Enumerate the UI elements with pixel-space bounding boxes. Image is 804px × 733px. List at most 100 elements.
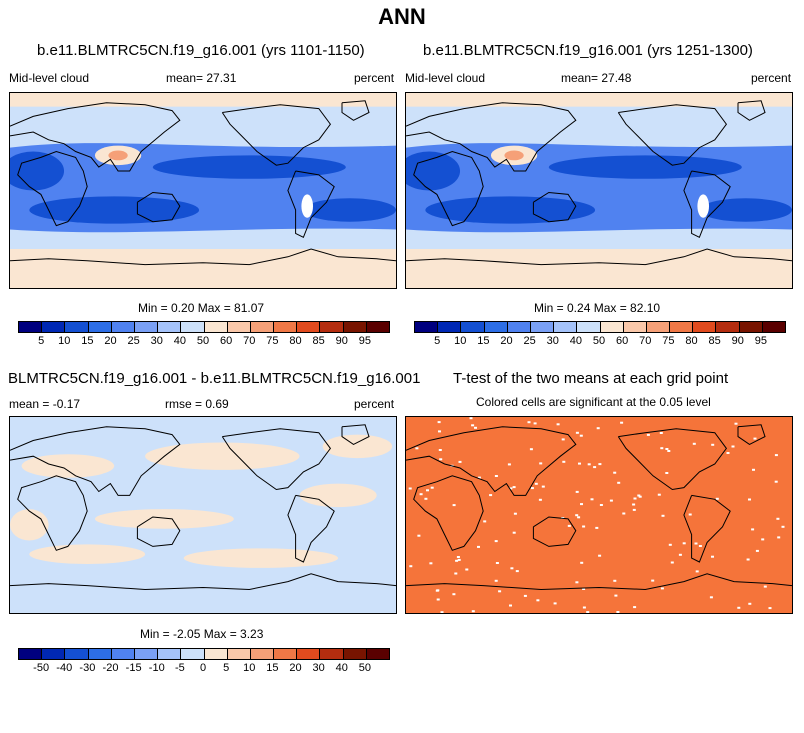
low-cloud-zone xyxy=(425,196,596,224)
panel-3-map xyxy=(9,416,397,614)
colorbar-swatch xyxy=(227,322,251,332)
nonsignificant-cell xyxy=(586,611,590,613)
colorbar-swatch xyxy=(415,322,439,332)
panel-2-colorbar xyxy=(414,321,786,333)
colorbar-swatch xyxy=(297,322,321,332)
positive-anomaly xyxy=(94,509,234,529)
panel-3-title: BLMTRC5CN.f19_g16.001 - b.e11.BLMTRC5CN.… xyxy=(8,370,421,387)
nonsignificant-cell xyxy=(609,499,613,502)
nonsignificant-cell xyxy=(494,579,498,582)
nonsignificant-cell xyxy=(529,448,533,451)
colorbar-tick-label: 90 xyxy=(335,335,348,347)
nonsignificant-cell xyxy=(661,514,665,517)
colorbar-tick-label: 75 xyxy=(266,335,279,347)
coastline xyxy=(10,573,396,591)
low-cloud-zone xyxy=(29,196,200,224)
nonsignificant-cell xyxy=(660,447,664,450)
nonsignificant-cell xyxy=(748,602,752,605)
nonsignificant-cell xyxy=(509,604,512,607)
colorbar-tick-label: 25 xyxy=(523,335,536,347)
nonsignificant-cell xyxy=(668,543,672,546)
coastline xyxy=(683,170,731,238)
page-title: ANN xyxy=(378,4,426,29)
panel-2-map xyxy=(405,92,793,289)
low-cloud-zone xyxy=(152,155,346,179)
nonsignificant-cell xyxy=(536,599,540,602)
polar-band-north xyxy=(10,93,396,107)
positive-anomaly xyxy=(183,548,339,568)
nonsignificant-cell xyxy=(465,568,469,571)
nonsignificant-cell xyxy=(509,487,513,490)
nonsignificant-cell xyxy=(429,562,433,565)
nonsignificant-cell xyxy=(582,588,586,590)
colorbar-swatch xyxy=(670,322,694,332)
coastline xyxy=(737,424,766,445)
nonsignificant-cell xyxy=(678,553,682,556)
colorbar-tick-label: -15 xyxy=(125,662,142,674)
nonsignificant-cell xyxy=(471,610,475,613)
colorbar-swatch xyxy=(134,649,159,659)
coastline xyxy=(406,248,792,266)
nonsignificant-cell xyxy=(633,606,637,609)
nonsignificant-cell xyxy=(469,417,473,420)
polar-band-north xyxy=(406,93,792,107)
coastline xyxy=(136,191,181,223)
nonsignificant-cell xyxy=(580,561,584,564)
colorbar-tick-label: -10 xyxy=(148,662,165,674)
colorbar-tick-label: 95 xyxy=(754,335,767,347)
nonsignificant-cell xyxy=(752,468,755,471)
nonsignificant-cell xyxy=(613,471,617,474)
colorbar-tick-label: -5 xyxy=(174,662,185,674)
panel-1-title: b.e11.BLMTRC5CN.f19_g16.001 (yrs 1101-11… xyxy=(37,42,365,59)
nonsignificant-cell xyxy=(437,421,441,424)
coastline xyxy=(683,494,731,563)
colorbar-swatch xyxy=(762,322,785,332)
colorbar-tick-label: 5 xyxy=(223,662,230,674)
panel-3-units-label: percent xyxy=(354,397,395,411)
coastline xyxy=(341,100,370,121)
colorbar-tick-label: 85 xyxy=(708,335,721,347)
colorbar-tick-label: 15 xyxy=(266,662,279,674)
nonsignificant-cell xyxy=(667,450,671,452)
colorbar-swatch xyxy=(274,649,298,659)
colorbar-swatch xyxy=(181,322,205,332)
colorbar-tick-label: -30 xyxy=(79,662,96,674)
colorbar-tick-label: 85 xyxy=(312,335,325,347)
nonsignificant-cell xyxy=(454,572,458,575)
colorbar-swatch xyxy=(297,649,321,659)
colorbar-swatch xyxy=(600,322,624,332)
nonsignificant-cell xyxy=(776,517,780,520)
nonsignificant-cell xyxy=(731,445,735,448)
nonsignificant-cell xyxy=(599,504,603,506)
nonsignificant-cell xyxy=(614,594,618,597)
colorbar-tick-label: 50 xyxy=(592,335,606,347)
panel-4-map xyxy=(405,416,793,614)
panel-4-subtitle: Colored cells are significant at the 0.0… xyxy=(476,395,711,409)
nonsignificant-cell xyxy=(781,525,785,528)
nonsignificant-cell xyxy=(753,437,757,440)
nonsignificant-cell xyxy=(556,423,560,426)
nonsignificant-cell xyxy=(657,493,661,496)
colorbar-swatch xyxy=(204,649,228,659)
colorbar-tick-label: 0 xyxy=(199,662,207,674)
colorbar-swatch xyxy=(693,322,717,332)
nonsignificant-cell xyxy=(598,463,602,466)
high-cloud-zone xyxy=(301,194,314,218)
nonsignificant-cell xyxy=(620,421,624,424)
nonsignificant-cell xyxy=(426,489,429,492)
coastline xyxy=(10,426,181,496)
nonsignificant-cell xyxy=(582,525,586,528)
nonsignificant-cell xyxy=(438,449,442,451)
panel-2-minmax-label: Min = 0.24 Max = 82.10 xyxy=(534,301,661,315)
colorbar-swatch xyxy=(320,649,344,659)
panel-3-rmse-label: rmse = 0.69 xyxy=(165,397,229,411)
colorbar-swatch xyxy=(484,322,508,332)
nonsignificant-cell xyxy=(494,475,498,477)
nonsignificant-cell xyxy=(709,596,713,599)
colorbar-tick-label: 70 xyxy=(639,335,652,347)
nonsignificant-cell xyxy=(578,462,581,465)
colorbar-tick-label: 30 xyxy=(546,335,559,347)
nonsignificant-cell xyxy=(527,421,531,424)
colorbar-swatch xyxy=(65,649,89,659)
nonsignificant-cell xyxy=(638,495,642,498)
